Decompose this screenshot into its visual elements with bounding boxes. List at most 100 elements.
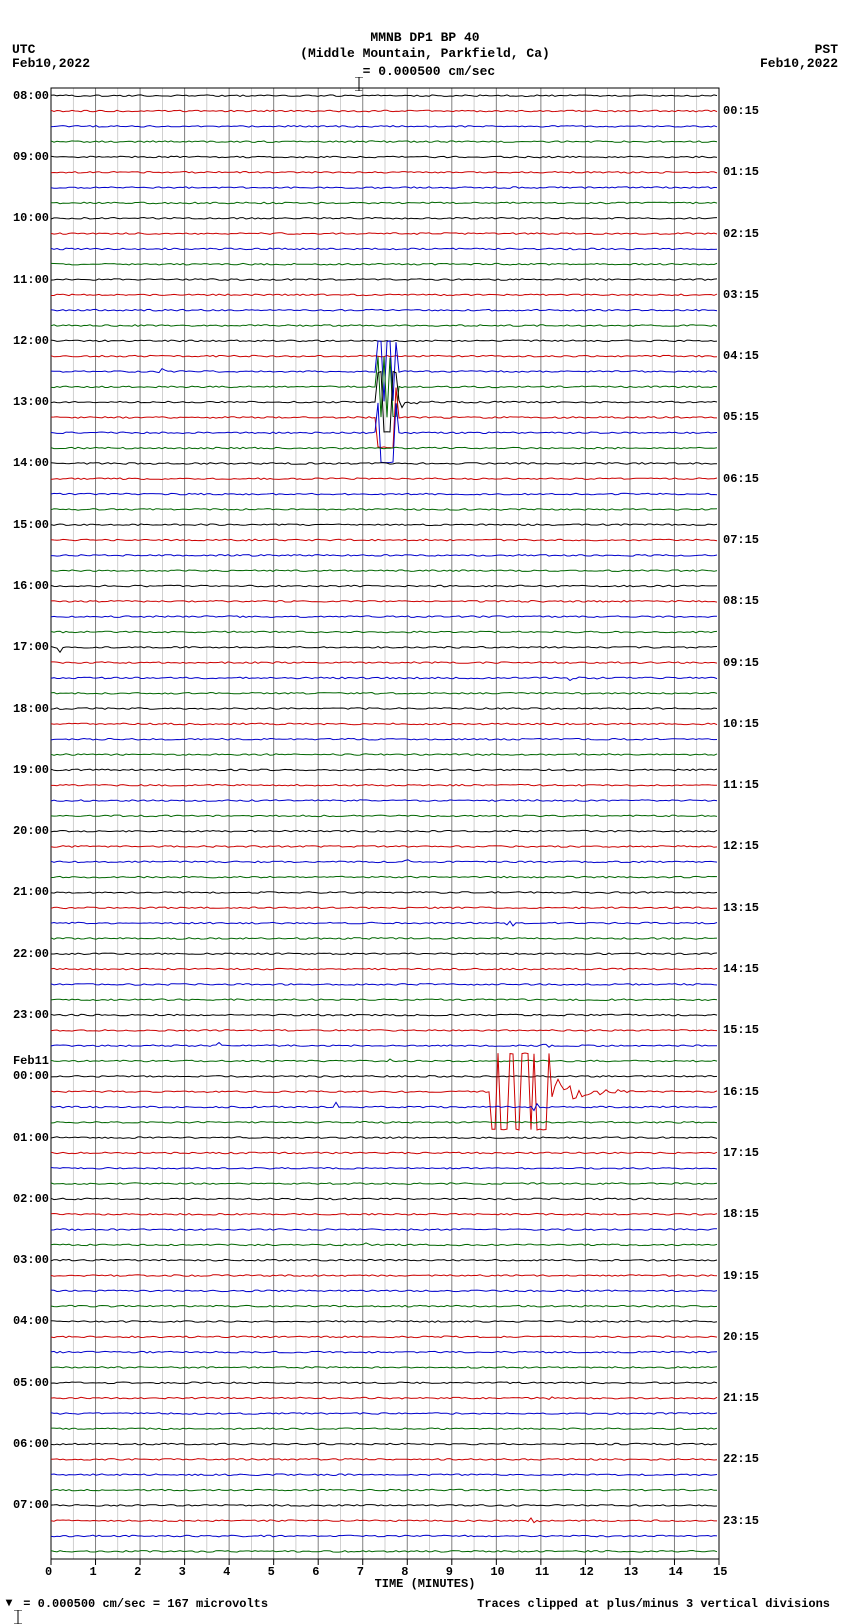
pst-label: 01:15 <box>723 165 759 179</box>
trace-29 <box>51 539 717 541</box>
pst-label: 18:15 <box>723 1207 759 1221</box>
trace-66 <box>51 1102 717 1110</box>
trace-71 <box>51 1183 717 1185</box>
trace-35 <box>51 631 717 633</box>
pst-label: 08:15 <box>723 594 759 608</box>
trace-67 <box>51 1122 717 1124</box>
trace-26 <box>51 493 717 495</box>
utc-label: 16:00 <box>13 579 49 593</box>
trace-43 <box>51 754 717 756</box>
trace-37 <box>51 662 717 664</box>
trace-53 <box>51 907 717 909</box>
trace-5 <box>51 172 717 174</box>
trace-77 <box>51 1275 717 1277</box>
utc-label: 09:00 <box>13 150 49 164</box>
trace-31 <box>51 570 717 572</box>
trace-25 <box>51 478 717 480</box>
utc-label: 12:00 <box>13 334 49 348</box>
trace-56 <box>51 953 717 955</box>
trace-63 <box>51 1059 717 1062</box>
trace-58 <box>51 984 717 986</box>
trace-42 <box>51 738 717 740</box>
pst-label: 17:15 <box>723 1146 759 1160</box>
trace-19 <box>51 357 717 418</box>
trace-46 <box>51 800 717 802</box>
utc-label: 00:00 <box>13 1069 49 1083</box>
trace-16 <box>51 340 717 342</box>
trace-83 <box>51 1367 717 1369</box>
pst-label: 06:15 <box>723 472 759 486</box>
trace-91 <box>51 1489 717 1491</box>
utc-label: 05:00 <box>13 1376 49 1390</box>
trace-47 <box>51 815 717 817</box>
footer-right: Traces clipped at plus/minus 3 vertical … <box>477 1597 830 1611</box>
trace-62 <box>51 1043 717 1048</box>
trace-12 <box>51 279 717 281</box>
trace-2 <box>51 126 717 128</box>
trace-93 <box>51 1518 717 1523</box>
trace-64 <box>51 1076 717 1078</box>
trace-60 <box>51 1014 717 1016</box>
pst-label: 16:15 <box>723 1085 759 1099</box>
utc-label: 21:00 <box>13 885 49 899</box>
trace-68 <box>51 1137 717 1139</box>
utc-label: 02:00 <box>13 1192 49 1206</box>
trace-10 <box>51 248 717 250</box>
utc-label: 08:00 <box>13 89 49 103</box>
trace-70 <box>51 1168 717 1170</box>
trace-50 <box>51 860 717 863</box>
utc-label: 14:00 <box>13 456 49 470</box>
trace-65 <box>51 1053 717 1130</box>
x-axis-title: TIME (MINUTES) <box>0 1577 850 1591</box>
trace-22 <box>51 403 717 463</box>
trace-0 <box>51 95 717 97</box>
trace-20 <box>51 372 717 433</box>
pst-label: 02:15 <box>723 227 759 241</box>
trace-11 <box>51 263 717 265</box>
pst-label: 04:15 <box>723 349 759 363</box>
utc-label: 23:00 <box>13 1008 49 1022</box>
pst-label: 19:15 <box>723 1269 759 1283</box>
pst-label: 03:15 <box>723 288 759 302</box>
seismogram-plot <box>0 0 850 1613</box>
pst-label: 12:15 <box>723 839 759 853</box>
utc-label: 04:00 <box>13 1314 49 1328</box>
trace-48 <box>51 830 717 832</box>
trace-54 <box>51 921 717 926</box>
pst-label: 13:15 <box>723 901 759 915</box>
utc-label: 18:00 <box>13 702 49 716</box>
trace-72 <box>51 1198 717 1200</box>
pst-label: 20:15 <box>723 1330 759 1344</box>
trace-33 <box>51 601 717 603</box>
utc-label: 20:00 <box>13 824 49 838</box>
trace-94 <box>51 1535 717 1537</box>
trace-4 <box>51 156 717 158</box>
utc-label: 03:00 <box>13 1253 49 1267</box>
trace-34 <box>51 616 717 618</box>
trace-89 <box>51 1459 717 1461</box>
trace-1 <box>51 110 717 112</box>
utc-label: 06:00 <box>13 1437 49 1451</box>
trace-30 <box>51 555 717 557</box>
pst-label: 05:15 <box>723 410 759 424</box>
trace-49 <box>51 846 717 848</box>
trace-79 <box>51 1305 717 1307</box>
pst-label: 15:15 <box>723 1023 759 1037</box>
pst-label: 11:15 <box>723 778 759 792</box>
trace-3 <box>51 141 717 143</box>
trace-8 <box>51 218 717 220</box>
trace-52 <box>51 892 717 894</box>
pst-label: 21:15 <box>723 1391 759 1405</box>
trace-87 <box>51 1428 717 1430</box>
trace-75 <box>51 1243 717 1246</box>
trace-57 <box>51 968 717 970</box>
trace-51 <box>51 876 717 878</box>
trace-76 <box>51 1259 717 1261</box>
utc-label: 15:00 <box>13 518 49 532</box>
pst-label: 07:15 <box>723 533 759 547</box>
trace-9 <box>51 233 717 235</box>
trace-95 <box>51 1551 717 1553</box>
trace-73 <box>51 1213 717 1215</box>
trace-36 <box>51 647 717 653</box>
utc-label: 13:00 <box>13 395 49 409</box>
